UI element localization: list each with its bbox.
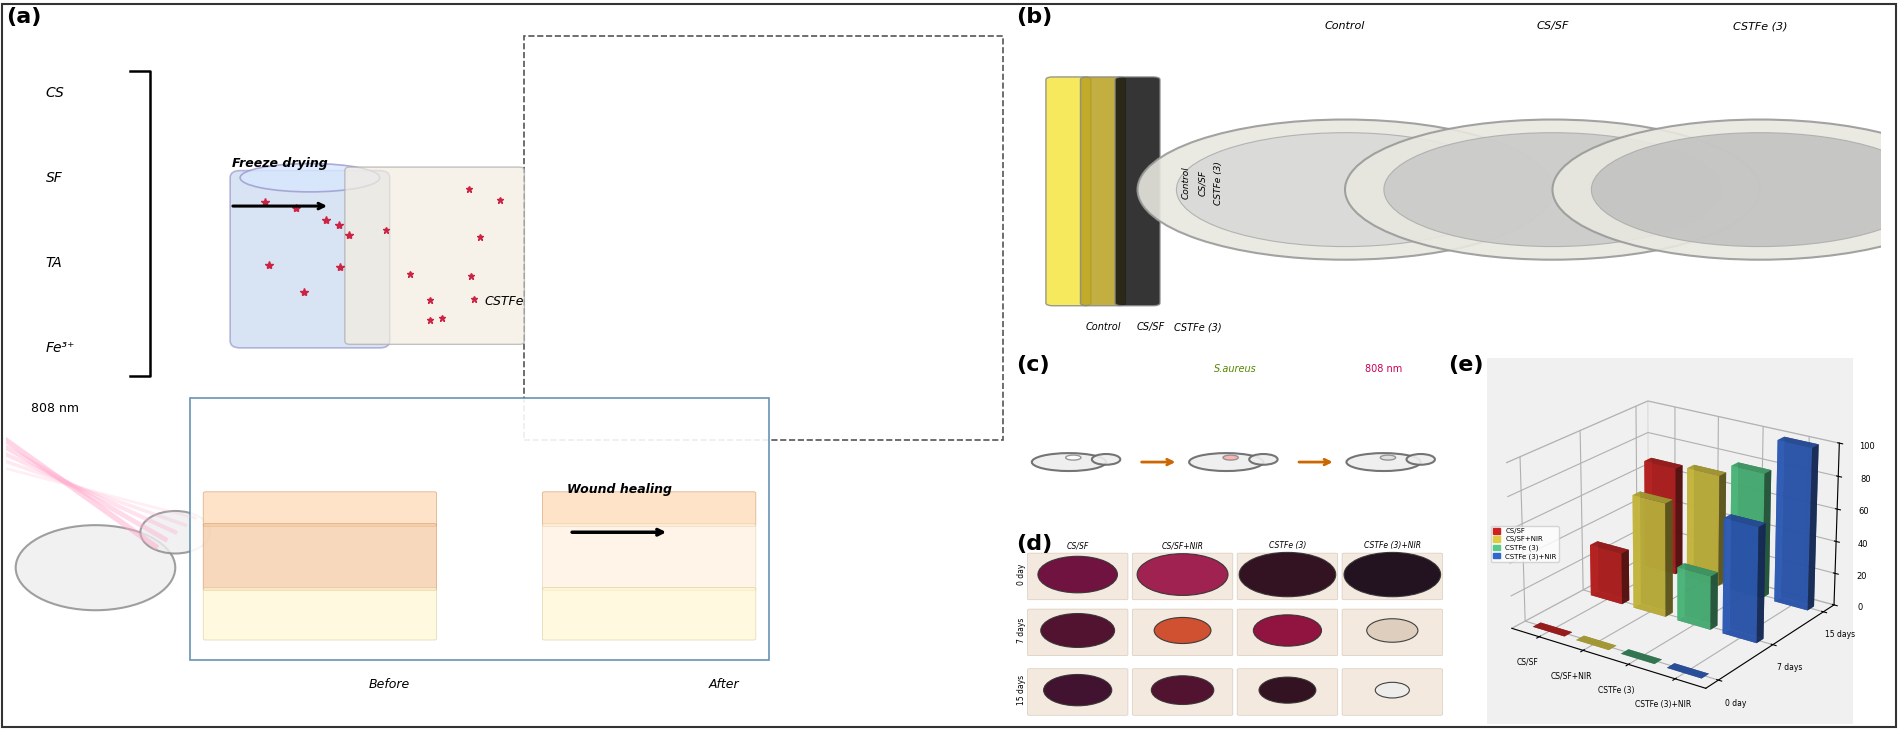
Ellipse shape bbox=[1552, 120, 1900, 260]
Text: SF: SF bbox=[46, 171, 63, 185]
FancyBboxPatch shape bbox=[203, 492, 437, 526]
Text: 808 nm: 808 nm bbox=[30, 401, 78, 414]
FancyBboxPatch shape bbox=[344, 167, 524, 344]
FancyBboxPatch shape bbox=[542, 523, 756, 591]
Text: (e): (e) bbox=[1448, 355, 1484, 374]
FancyBboxPatch shape bbox=[1237, 669, 1338, 716]
FancyBboxPatch shape bbox=[1237, 609, 1338, 656]
FancyBboxPatch shape bbox=[1132, 609, 1233, 656]
Text: (b): (b) bbox=[1017, 7, 1053, 27]
Text: CS/SF: CS/SF bbox=[1136, 322, 1165, 332]
Text: CS: CS bbox=[46, 86, 65, 99]
Text: Control
CS/SF
CSTFe (3): Control CS/SF CSTFe (3) bbox=[1182, 161, 1224, 205]
FancyBboxPatch shape bbox=[1028, 669, 1129, 716]
FancyBboxPatch shape bbox=[1045, 77, 1091, 306]
FancyBboxPatch shape bbox=[230, 170, 390, 348]
Text: After: After bbox=[709, 678, 739, 692]
Text: (a): (a) bbox=[6, 7, 42, 27]
Text: Fe³⁺: Fe³⁺ bbox=[46, 341, 76, 355]
FancyBboxPatch shape bbox=[1341, 609, 1442, 656]
Ellipse shape bbox=[1043, 675, 1112, 706]
FancyBboxPatch shape bbox=[1132, 669, 1233, 716]
Ellipse shape bbox=[1153, 618, 1210, 643]
Ellipse shape bbox=[1345, 120, 1759, 260]
Ellipse shape bbox=[1239, 553, 1336, 596]
Text: CS/SF: CS/SF bbox=[1066, 541, 1089, 550]
Ellipse shape bbox=[15, 525, 175, 610]
FancyBboxPatch shape bbox=[542, 588, 756, 640]
Ellipse shape bbox=[1347, 453, 1421, 471]
FancyBboxPatch shape bbox=[1081, 77, 1125, 306]
Ellipse shape bbox=[1260, 677, 1317, 703]
Text: Freeze drying: Freeze drying bbox=[232, 157, 329, 170]
Ellipse shape bbox=[1248, 454, 1277, 465]
FancyBboxPatch shape bbox=[203, 588, 437, 640]
Text: Before: Before bbox=[369, 678, 410, 692]
Text: CSTFe (3): CSTFe (3) bbox=[1174, 322, 1222, 332]
Ellipse shape bbox=[1406, 454, 1434, 465]
Ellipse shape bbox=[239, 164, 380, 192]
Text: 7 days: 7 days bbox=[1017, 618, 1026, 643]
FancyBboxPatch shape bbox=[1028, 553, 1129, 599]
Text: (d): (d) bbox=[1017, 534, 1053, 553]
FancyBboxPatch shape bbox=[542, 492, 756, 526]
FancyBboxPatch shape bbox=[190, 398, 770, 660]
Ellipse shape bbox=[1189, 453, 1264, 471]
FancyBboxPatch shape bbox=[1341, 669, 1442, 716]
FancyBboxPatch shape bbox=[203, 523, 437, 591]
Ellipse shape bbox=[1376, 682, 1410, 698]
Text: 15 days: 15 days bbox=[1017, 675, 1026, 705]
Text: CSTFe (3)+NIR: CSTFe (3)+NIR bbox=[1364, 541, 1421, 550]
Ellipse shape bbox=[1176, 132, 1514, 246]
Ellipse shape bbox=[141, 511, 211, 553]
Ellipse shape bbox=[1136, 553, 1227, 596]
Ellipse shape bbox=[1151, 675, 1214, 705]
Text: 0 day: 0 day bbox=[1017, 564, 1026, 586]
Ellipse shape bbox=[1366, 618, 1417, 643]
Ellipse shape bbox=[1379, 455, 1396, 460]
Text: S.aureus: S.aureus bbox=[1214, 363, 1256, 374]
FancyBboxPatch shape bbox=[524, 36, 1003, 440]
Text: CSTFe (3): CSTFe (3) bbox=[1733, 21, 1788, 31]
Ellipse shape bbox=[1066, 455, 1081, 460]
Ellipse shape bbox=[1138, 120, 1552, 260]
Text: TA: TA bbox=[46, 256, 63, 270]
Ellipse shape bbox=[1092, 454, 1121, 465]
Text: CSTFe: CSTFe bbox=[484, 295, 524, 308]
Text: CS/SF: CS/SF bbox=[1537, 21, 1569, 31]
Text: Wound healing: Wound healing bbox=[566, 483, 673, 496]
Legend: CS/SF, CS/SF+NIR, CSTFe (3), CSTFe (3)+NIR: CS/SF, CS/SF+NIR, CSTFe (3), CSTFe (3)+N… bbox=[1492, 526, 1558, 562]
FancyBboxPatch shape bbox=[1132, 553, 1233, 599]
Text: Control: Control bbox=[1324, 21, 1366, 31]
Text: (c): (c) bbox=[1017, 355, 1051, 374]
FancyBboxPatch shape bbox=[1115, 77, 1161, 306]
Text: Control: Control bbox=[1085, 322, 1121, 332]
Text: CS/SF+NIR: CS/SF+NIR bbox=[1161, 541, 1203, 550]
Ellipse shape bbox=[1383, 132, 1721, 246]
Ellipse shape bbox=[1254, 615, 1322, 646]
FancyBboxPatch shape bbox=[1341, 553, 1442, 599]
Ellipse shape bbox=[1343, 553, 1440, 596]
Ellipse shape bbox=[1041, 613, 1115, 648]
Ellipse shape bbox=[1032, 453, 1106, 471]
Text: 808 nm: 808 nm bbox=[1364, 363, 1402, 374]
Ellipse shape bbox=[1592, 132, 1900, 246]
Text: CSTFe (3): CSTFe (3) bbox=[1269, 541, 1305, 550]
Ellipse shape bbox=[1037, 556, 1117, 593]
FancyBboxPatch shape bbox=[1237, 553, 1338, 599]
Ellipse shape bbox=[1224, 455, 1239, 460]
FancyBboxPatch shape bbox=[1028, 609, 1129, 656]
